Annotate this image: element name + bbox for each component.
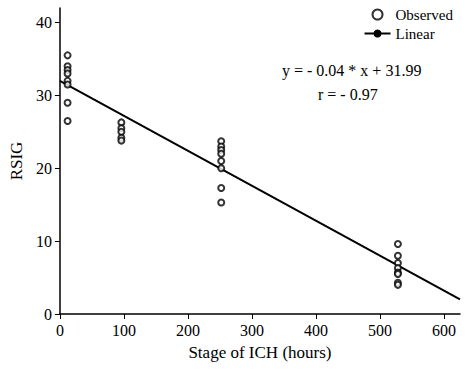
svg-text:200: 200 xyxy=(176,322,200,339)
svg-text:RSIG: RSIG xyxy=(7,142,26,181)
svg-text:10: 10 xyxy=(36,233,52,250)
svg-text:300: 300 xyxy=(240,322,264,339)
svg-text:30: 30 xyxy=(36,87,52,104)
svg-text:r = - 0.97: r = - 0.97 xyxy=(318,86,378,103)
svg-text:400: 400 xyxy=(304,322,328,339)
svg-text:Stage of ICH (hours): Stage of ICH (hours) xyxy=(188,343,331,362)
svg-text:500: 500 xyxy=(368,322,392,339)
svg-text:100: 100 xyxy=(112,322,136,339)
svg-text:Linear: Linear xyxy=(396,26,435,42)
svg-text:40: 40 xyxy=(36,14,52,31)
svg-text:0: 0 xyxy=(56,322,64,339)
svg-text:y = - 0.04 * x + 31.99: y = - 0.04 * x + 31.99 xyxy=(282,62,421,80)
svg-text:0: 0 xyxy=(44,306,52,323)
svg-text:Observed: Observed xyxy=(396,7,454,23)
svg-text:600: 600 xyxy=(432,322,456,339)
svg-text:20: 20 xyxy=(36,160,52,177)
